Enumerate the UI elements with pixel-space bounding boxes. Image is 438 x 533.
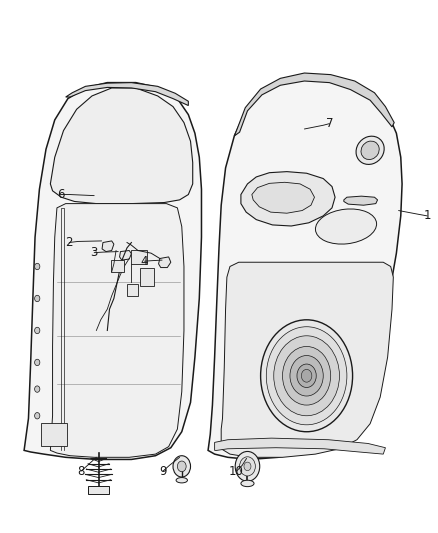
Polygon shape [50, 204, 184, 457]
Polygon shape [50, 88, 193, 204]
Circle shape [173, 456, 191, 477]
Polygon shape [102, 241, 114, 252]
Text: 8: 8 [78, 465, 85, 478]
Circle shape [35, 295, 40, 302]
Text: 7: 7 [325, 117, 333, 130]
Polygon shape [215, 438, 385, 454]
Circle shape [35, 327, 40, 334]
Ellipse shape [176, 478, 187, 483]
FancyBboxPatch shape [127, 284, 138, 296]
Circle shape [297, 364, 316, 387]
Polygon shape [208, 77, 402, 459]
Polygon shape [66, 83, 188, 106]
Text: 6: 6 [57, 188, 64, 201]
Circle shape [240, 457, 255, 476]
Circle shape [35, 413, 40, 419]
FancyBboxPatch shape [41, 423, 67, 446]
Ellipse shape [315, 209, 377, 244]
Circle shape [274, 336, 339, 416]
Polygon shape [252, 182, 314, 213]
Polygon shape [234, 73, 394, 136]
Text: 9: 9 [159, 465, 167, 478]
FancyBboxPatch shape [140, 268, 154, 286]
Circle shape [35, 359, 40, 366]
Circle shape [283, 346, 331, 405]
Circle shape [35, 386, 40, 392]
Polygon shape [241, 172, 335, 226]
Ellipse shape [356, 136, 384, 164]
Circle shape [261, 320, 353, 432]
Polygon shape [344, 196, 378, 205]
Ellipse shape [241, 480, 254, 487]
Text: 2: 2 [65, 236, 73, 249]
Circle shape [290, 356, 323, 396]
Text: 1: 1 [423, 209, 431, 222]
Circle shape [35, 263, 40, 270]
Polygon shape [120, 251, 131, 260]
FancyBboxPatch shape [88, 486, 109, 494]
Ellipse shape [361, 141, 379, 159]
Circle shape [177, 461, 186, 472]
FancyBboxPatch shape [131, 250, 147, 264]
Text: 4: 4 [141, 255, 148, 268]
Polygon shape [221, 262, 393, 457]
Polygon shape [159, 257, 171, 268]
Circle shape [301, 369, 312, 382]
FancyBboxPatch shape [111, 260, 124, 272]
Text: 3: 3 [91, 246, 98, 259]
Circle shape [244, 462, 251, 471]
Circle shape [235, 451, 260, 481]
Circle shape [266, 327, 347, 425]
Polygon shape [24, 83, 201, 459]
Text: 10: 10 [229, 465, 244, 478]
